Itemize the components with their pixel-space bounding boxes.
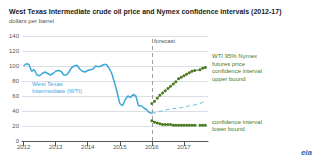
svg-text:upper bound: upper bound <box>212 76 246 82</box>
svg-text:eia: eia <box>301 148 313 157</box>
svg-text:20: 20 <box>12 123 19 129</box>
svg-text:2013: 2013 <box>49 144 63 150</box>
svg-text:confidence interval: confidence interval <box>212 119 262 125</box>
svg-text:80: 80 <box>12 78 19 84</box>
svg-text:2015: 2015 <box>113 144 127 150</box>
svg-text:2014: 2014 <box>81 144 95 150</box>
svg-text:lower bound: lower bound <box>212 126 245 132</box>
svg-text:Intermediate (WTI): Intermediate (WTI) <box>32 88 82 94</box>
svg-text:2017: 2017 <box>177 144 191 150</box>
svg-text:2012: 2012 <box>17 144 31 150</box>
svg-text:140: 140 <box>9 33 20 39</box>
svg-text:60: 60 <box>12 93 19 99</box>
svg-text:0: 0 <box>15 138 19 144</box>
svg-text:100: 100 <box>9 63 20 69</box>
svg-text:2016: 2016 <box>145 144 159 150</box>
svg-text:West Texas: West Texas <box>32 81 63 87</box>
svg-text:40: 40 <box>12 108 19 114</box>
svg-text:confidence interval: confidence interval <box>212 68 262 74</box>
svg-text:futures price: futures price <box>212 61 246 67</box>
svg-text:dollars per barrel: dollars per barrel <box>9 18 54 24</box>
svg-text:forecast: forecast <box>154 38 176 44</box>
svg-text:WTI 95% Nymex: WTI 95% Nymex <box>212 53 257 59</box>
svg-text:120: 120 <box>9 48 20 54</box>
svg-text:West Texas Intermediate crude: West Texas Intermediate crude oil price … <box>9 8 281 16</box>
